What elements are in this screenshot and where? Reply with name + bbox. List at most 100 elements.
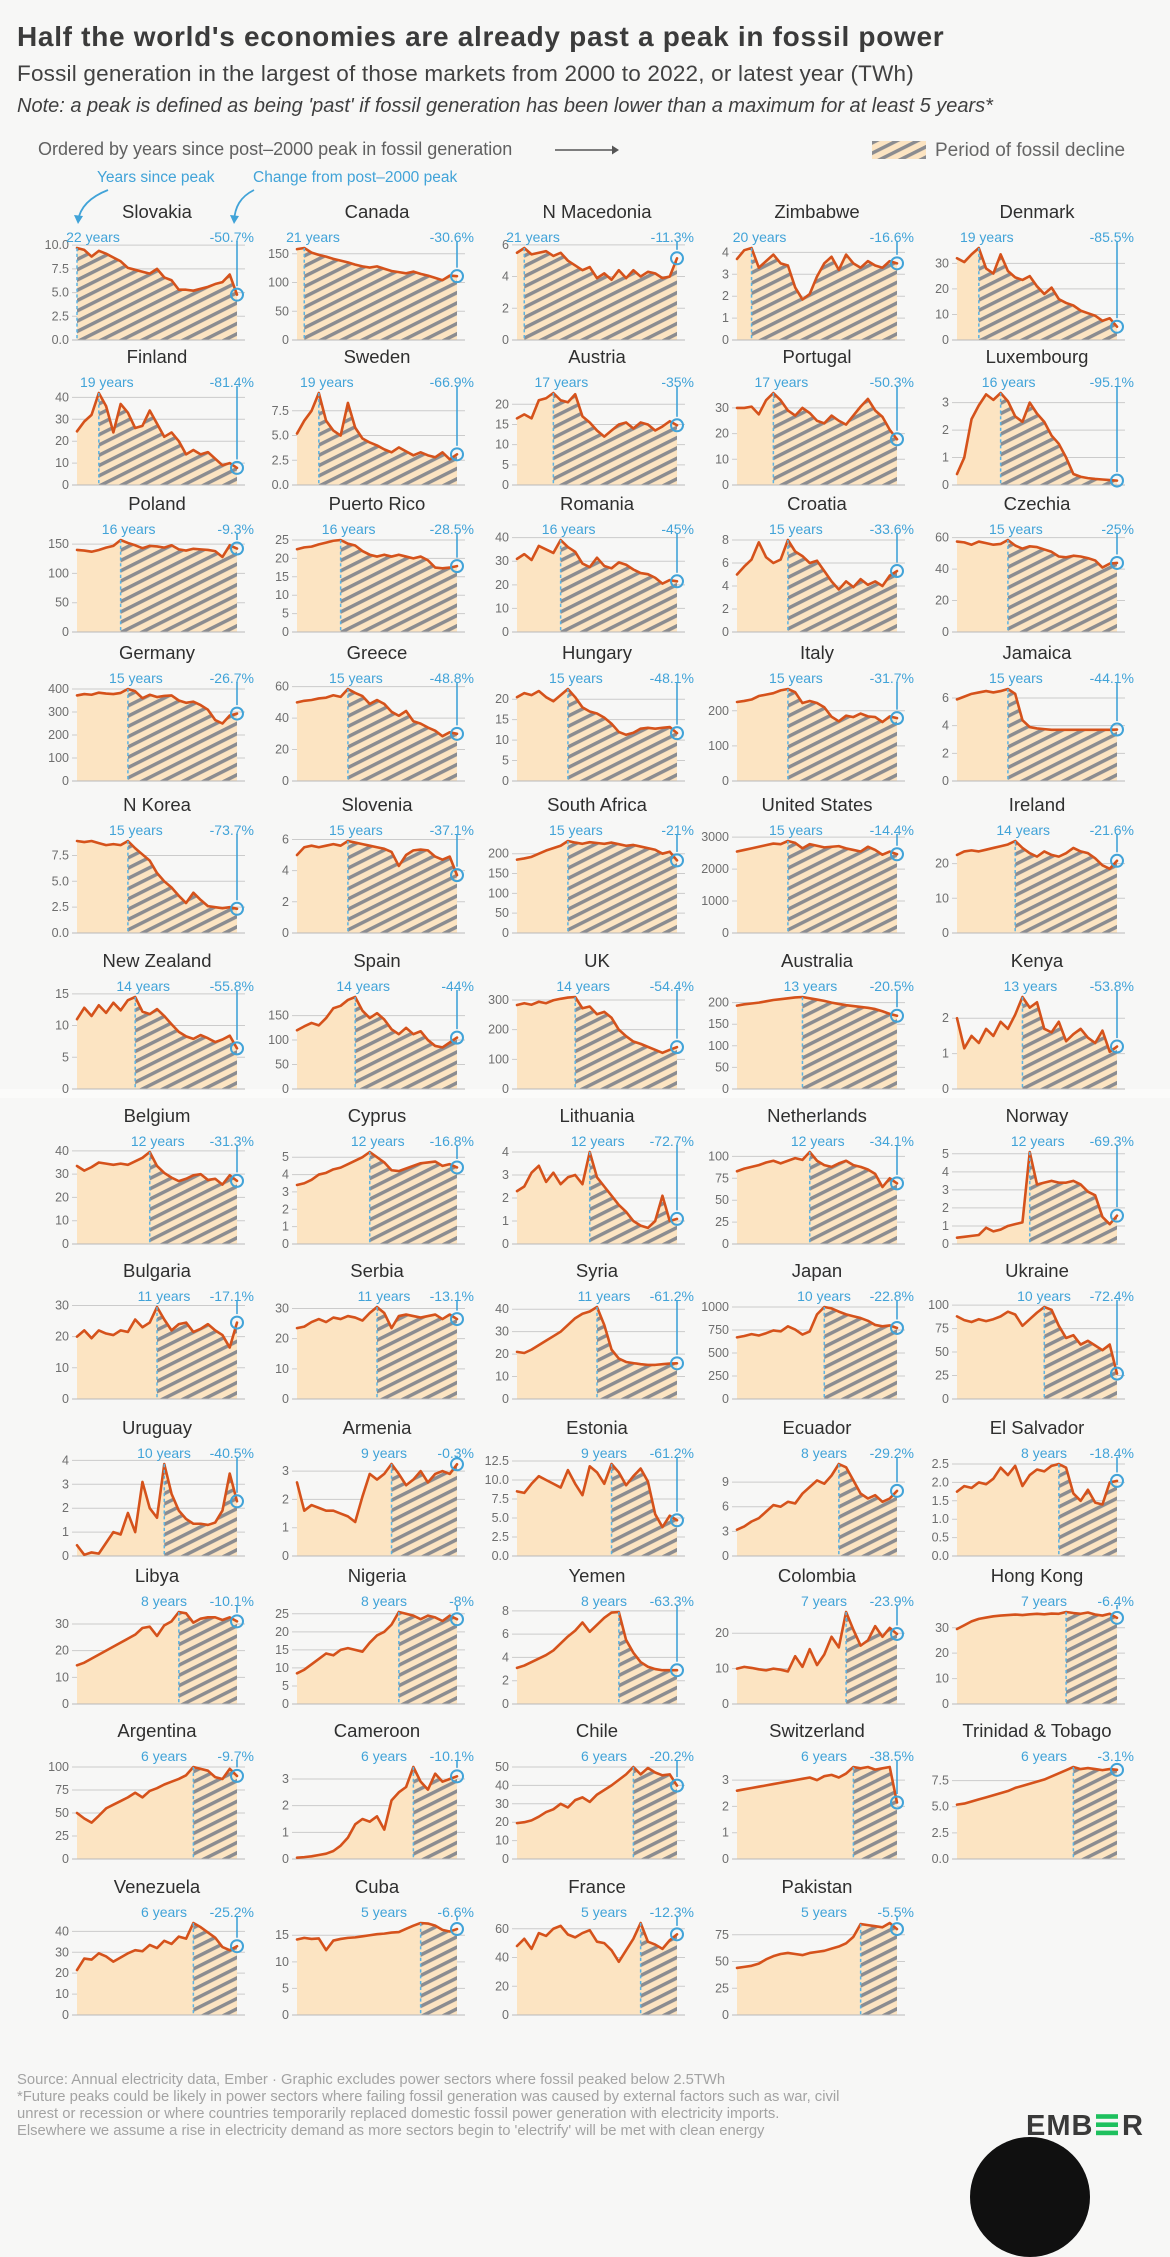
- svg-text:3: 3: [282, 1464, 289, 1478]
- svg-text:0.0: 0.0: [52, 333, 69, 347]
- svg-text:Chile: Chile: [576, 1720, 618, 1741]
- svg-text:0: 0: [942, 1392, 949, 1406]
- svg-text:0: 0: [282, 1392, 289, 1406]
- svg-text:0: 0: [62, 2008, 69, 2022]
- svg-text:8 years: 8 years: [801, 1445, 847, 1461]
- svg-text:4: 4: [502, 1145, 509, 1159]
- svg-text:30: 30: [935, 256, 949, 270]
- svg-text:20 years: 20 years: [733, 229, 787, 245]
- svg-text:12 years: 12 years: [571, 1133, 625, 1149]
- svg-text:1.0: 1.0: [932, 1512, 949, 1526]
- svg-text:2: 2: [502, 301, 509, 315]
- svg-text:2.5: 2.5: [52, 309, 69, 323]
- svg-text:Netherlands: Netherlands: [767, 1105, 867, 1126]
- svg-text:2: 2: [942, 423, 949, 437]
- svg-text:0: 0: [722, 1549, 729, 1563]
- svg-text:25: 25: [275, 1607, 289, 1621]
- svg-text:30: 30: [495, 1797, 509, 1811]
- svg-text:-30.6%: -30.6%: [430, 229, 474, 245]
- svg-text:15 years: 15 years: [989, 670, 1043, 686]
- svg-text:10.0: 10.0: [485, 1473, 509, 1487]
- svg-text:Libya: Libya: [135, 1565, 180, 1586]
- svg-text:50: 50: [275, 304, 289, 318]
- svg-text:9 years: 9 years: [581, 1445, 627, 1461]
- svg-text:3: 3: [282, 1185, 289, 1199]
- svg-text:50: 50: [275, 1058, 289, 1072]
- svg-text:0: 0: [942, 1237, 949, 1251]
- svg-text:Luxembourg: Luxembourg: [986, 346, 1089, 367]
- svg-text:-14.4%: -14.4%: [870, 822, 914, 838]
- svg-text:6 years: 6 years: [141, 1748, 187, 1764]
- svg-text:40: 40: [495, 1778, 509, 1792]
- svg-text:-31.7%: -31.7%: [870, 670, 914, 686]
- svg-text:-23.9%: -23.9%: [870, 1593, 914, 1609]
- svg-text:4: 4: [502, 270, 509, 284]
- svg-text:2000: 2000: [701, 862, 729, 876]
- svg-text:25: 25: [715, 1215, 729, 1229]
- svg-text:10: 10: [275, 1661, 289, 1675]
- svg-text:0: 0: [62, 1392, 69, 1406]
- svg-text:50: 50: [715, 1060, 729, 1074]
- svg-text:30: 30: [495, 554, 509, 568]
- svg-text:Bulgaria: Bulgaria: [123, 1260, 192, 1281]
- svg-text:7.5: 7.5: [52, 262, 69, 276]
- svg-text:17 years: 17 years: [535, 374, 589, 390]
- svg-text:0: 0: [942, 625, 949, 639]
- svg-text:-48.8%: -48.8%: [430, 670, 474, 686]
- svg-text:-13.1%: -13.1%: [430, 1288, 474, 1304]
- svg-text:10: 10: [55, 1214, 69, 1228]
- svg-text:0: 0: [722, 1697, 729, 1711]
- svg-text:0: 0: [722, 625, 729, 639]
- svg-text:19 years: 19 years: [300, 374, 354, 390]
- svg-text:-17.1%: -17.1%: [210, 1288, 254, 1304]
- svg-text:0.5: 0.5: [932, 1531, 949, 1545]
- svg-text:1: 1: [722, 311, 729, 325]
- svg-text:2: 2: [62, 1501, 69, 1515]
- svg-text:20: 20: [55, 434, 69, 448]
- svg-text:20: 20: [495, 692, 509, 706]
- svg-text:3: 3: [62, 1477, 69, 1491]
- svg-text:Switzerland: Switzerland: [769, 1720, 865, 1741]
- svg-text:11 years: 11 years: [578, 1288, 631, 1304]
- svg-text:0: 0: [942, 478, 949, 492]
- svg-text:Cyprus: Cyprus: [348, 1105, 407, 1126]
- svg-text:-6.6%: -6.6%: [437, 1904, 474, 1920]
- svg-text:6 years: 6 years: [801, 1748, 847, 1764]
- svg-text:30: 30: [495, 1325, 509, 1339]
- svg-text:1: 1: [722, 1826, 729, 1840]
- svg-text:Australia: Australia: [781, 950, 854, 971]
- svg-text:12 years: 12 years: [131, 1133, 185, 1149]
- svg-text:10: 10: [495, 601, 509, 615]
- svg-text:50: 50: [495, 906, 509, 920]
- svg-text:0: 0: [502, 478, 509, 492]
- svg-text:-61.2%: -61.2%: [650, 1288, 694, 1304]
- svg-text:0: 0: [282, 1697, 289, 1711]
- svg-text:Armenia: Armenia: [343, 1417, 413, 1438]
- svg-text:3: 3: [722, 1524, 729, 1538]
- svg-text:2: 2: [942, 1201, 949, 1215]
- svg-text:30: 30: [935, 1621, 949, 1635]
- svg-text:16 years: 16 years: [982, 374, 1036, 390]
- svg-text:1.5: 1.5: [932, 1494, 949, 1508]
- svg-text:20: 20: [715, 1626, 729, 1640]
- svg-text:Puerto Rico: Puerto Rico: [329, 493, 426, 514]
- svg-text:5 years: 5 years: [801, 1904, 847, 1920]
- svg-text:2: 2: [282, 1202, 289, 1216]
- svg-text:Hong Kong: Hong Kong: [991, 1565, 1084, 1586]
- svg-text:-29.2%: -29.2%: [870, 1445, 914, 1461]
- svg-text:3: 3: [282, 1772, 289, 1786]
- svg-text:-12.3%: -12.3%: [650, 1904, 694, 1920]
- svg-text:-5.5%: -5.5%: [877, 1904, 914, 1920]
- svg-text:1: 1: [282, 1220, 289, 1234]
- svg-text:-50.3%: -50.3%: [870, 374, 914, 390]
- svg-text:-50.7%: -50.7%: [210, 229, 254, 245]
- svg-text:100: 100: [488, 886, 509, 900]
- svg-text:4: 4: [282, 1168, 289, 1182]
- svg-text:Japan: Japan: [792, 1260, 842, 1281]
- svg-text:4: 4: [942, 1165, 949, 1179]
- svg-text:10: 10: [935, 307, 949, 321]
- svg-text:20: 20: [275, 551, 289, 565]
- svg-text:-63.3%: -63.3%: [650, 1593, 694, 1609]
- svg-text:-85.5%: -85.5%: [1090, 229, 1134, 245]
- svg-text:40: 40: [495, 1951, 509, 1965]
